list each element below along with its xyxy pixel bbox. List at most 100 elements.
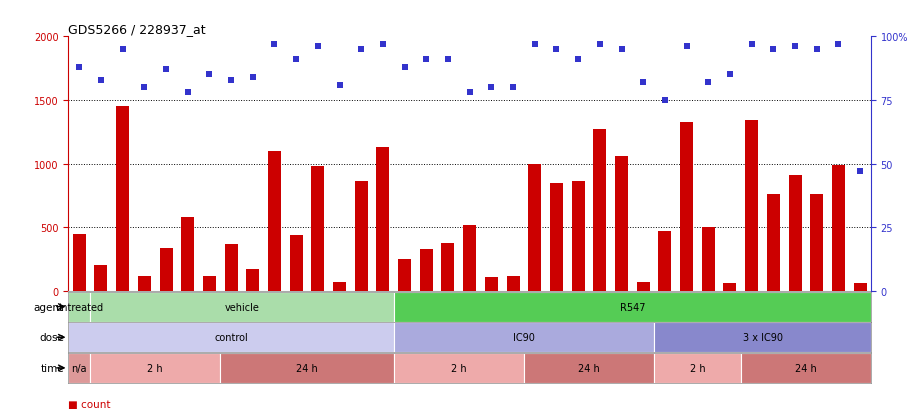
Point (527, 41, 541, 48)
Bar (636, 282, 649, 291)
Bar (333, 282, 345, 291)
Bar (701, 228, 714, 291)
Text: dose: dose (39, 332, 64, 342)
Text: GDS5266 / 228937_at: GDS5266 / 228937_at (68, 23, 206, 36)
Point (202, 72, 217, 78)
Point (245, 74, 260, 81)
Bar (658, 231, 670, 291)
Bar (523, 353, 653, 383)
Point (115, 47, 129, 53)
Text: ■ count: ■ count (68, 399, 111, 409)
Text: 24 h: 24 h (578, 363, 599, 373)
Point (701, 80, 715, 86)
Bar (95, 266, 107, 291)
Bar (246, 269, 259, 291)
Text: 3 x IC90: 3 x IC90 (742, 332, 782, 342)
Text: 24 h: 24 h (794, 363, 816, 373)
Point (462, 90, 476, 96)
Point (484, 85, 498, 91)
Text: 2 h: 2 h (148, 363, 163, 373)
Point (809, 47, 824, 53)
Point (94, 77, 108, 84)
Bar (220, 353, 394, 383)
Point (418, 57, 433, 63)
Text: 2 h: 2 h (689, 363, 704, 373)
Bar (202, 276, 216, 291)
Bar (90, 353, 220, 383)
Point (722, 72, 736, 78)
Bar (831, 166, 844, 291)
Bar (614, 157, 628, 291)
Point (159, 67, 173, 74)
Text: control: control (214, 332, 248, 342)
Point (570, 57, 585, 63)
Point (852, 169, 866, 175)
Point (787, 44, 802, 51)
Bar (90, 292, 394, 322)
Bar (224, 244, 238, 291)
Bar (463, 225, 476, 291)
Bar (740, 353, 870, 383)
Bar (722, 284, 736, 291)
Point (311, 44, 325, 51)
Bar (593, 130, 606, 291)
Point (137, 85, 151, 91)
Bar (376, 148, 389, 291)
Point (223, 77, 238, 84)
Point (830, 41, 844, 48)
Point (506, 85, 520, 91)
Point (332, 82, 346, 89)
Text: n/a: n/a (71, 363, 87, 373)
Bar (680, 122, 692, 291)
Text: vehicle: vehicle (224, 302, 259, 312)
Point (679, 44, 693, 51)
Text: IC90: IC90 (512, 332, 534, 342)
Bar (853, 284, 865, 291)
Bar (68, 323, 394, 352)
Text: R547: R547 (619, 302, 644, 312)
Point (613, 47, 628, 53)
Text: time: time (40, 363, 64, 373)
Bar (138, 276, 150, 291)
Bar (394, 323, 653, 352)
Point (440, 57, 455, 63)
Bar (485, 277, 497, 291)
Bar (788, 176, 801, 291)
Bar (766, 195, 779, 291)
Bar (68, 292, 90, 322)
Bar (549, 183, 562, 291)
Point (397, 64, 412, 71)
Bar (68, 353, 90, 383)
Text: 2 h: 2 h (451, 363, 466, 373)
Bar (268, 152, 281, 291)
Bar (394, 353, 523, 383)
Point (635, 80, 650, 86)
Bar (116, 107, 129, 291)
Bar (809, 195, 823, 291)
Text: untreated: untreated (56, 302, 103, 312)
Bar (506, 276, 519, 291)
Point (289, 57, 303, 63)
Point (548, 47, 563, 53)
Point (72, 64, 87, 71)
Text: 24 h: 24 h (296, 363, 318, 373)
Bar (311, 167, 324, 291)
Bar (394, 292, 870, 322)
Bar (527, 164, 540, 291)
Point (180, 90, 195, 96)
Bar (571, 182, 584, 291)
Point (375, 41, 390, 48)
Bar (181, 218, 194, 291)
Point (657, 97, 671, 104)
Bar (653, 323, 870, 352)
Point (743, 41, 758, 48)
Bar (290, 235, 302, 291)
Point (765, 47, 780, 53)
Bar (73, 234, 86, 291)
Point (353, 47, 368, 53)
Bar (653, 353, 740, 383)
Bar (398, 259, 411, 291)
Bar (744, 121, 757, 291)
Bar (159, 248, 172, 291)
Bar (354, 182, 367, 291)
